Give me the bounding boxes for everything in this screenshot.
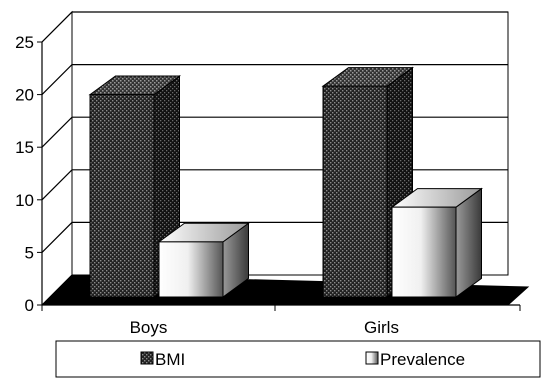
y-tick-label: 0 bbox=[25, 296, 34, 315]
gridline bbox=[41, 63, 508, 96]
side-wall bbox=[41, 10, 73, 307]
legend-label: BMI bbox=[155, 350, 185, 369]
y-axis: 0 5 10 15 20 25 bbox=[15, 33, 43, 315]
legend-item-prevalence: Prevalence bbox=[365, 350, 465, 369]
y-tick-label: 20 bbox=[15, 86, 34, 105]
bar-prevalence-girls bbox=[390, 187, 484, 298]
x-tick-label: Girls bbox=[364, 318, 399, 337]
y-tick-label: 5 bbox=[25, 243, 34, 262]
legend-label: Prevalence bbox=[380, 350, 465, 369]
legend-item-bmi: BMI bbox=[140, 350, 185, 369]
legend-box bbox=[55, 340, 541, 378]
x-tick-label: Boys bbox=[130, 318, 168, 337]
x-axis: Boys Girls bbox=[41, 304, 521, 337]
bars bbox=[88, 66, 484, 298]
bar-prevalence-boys bbox=[157, 222, 251, 298]
y-tick-label: 25 bbox=[15, 33, 34, 52]
legend-swatch bbox=[365, 351, 379, 365]
y-tick-label: 15 bbox=[15, 138, 34, 157]
y-tick-label: 10 bbox=[15, 191, 34, 210]
legend-swatch bbox=[140, 351, 154, 365]
legend: BMI Prevalence bbox=[55, 340, 541, 378]
gridline bbox=[41, 11, 508, 43]
